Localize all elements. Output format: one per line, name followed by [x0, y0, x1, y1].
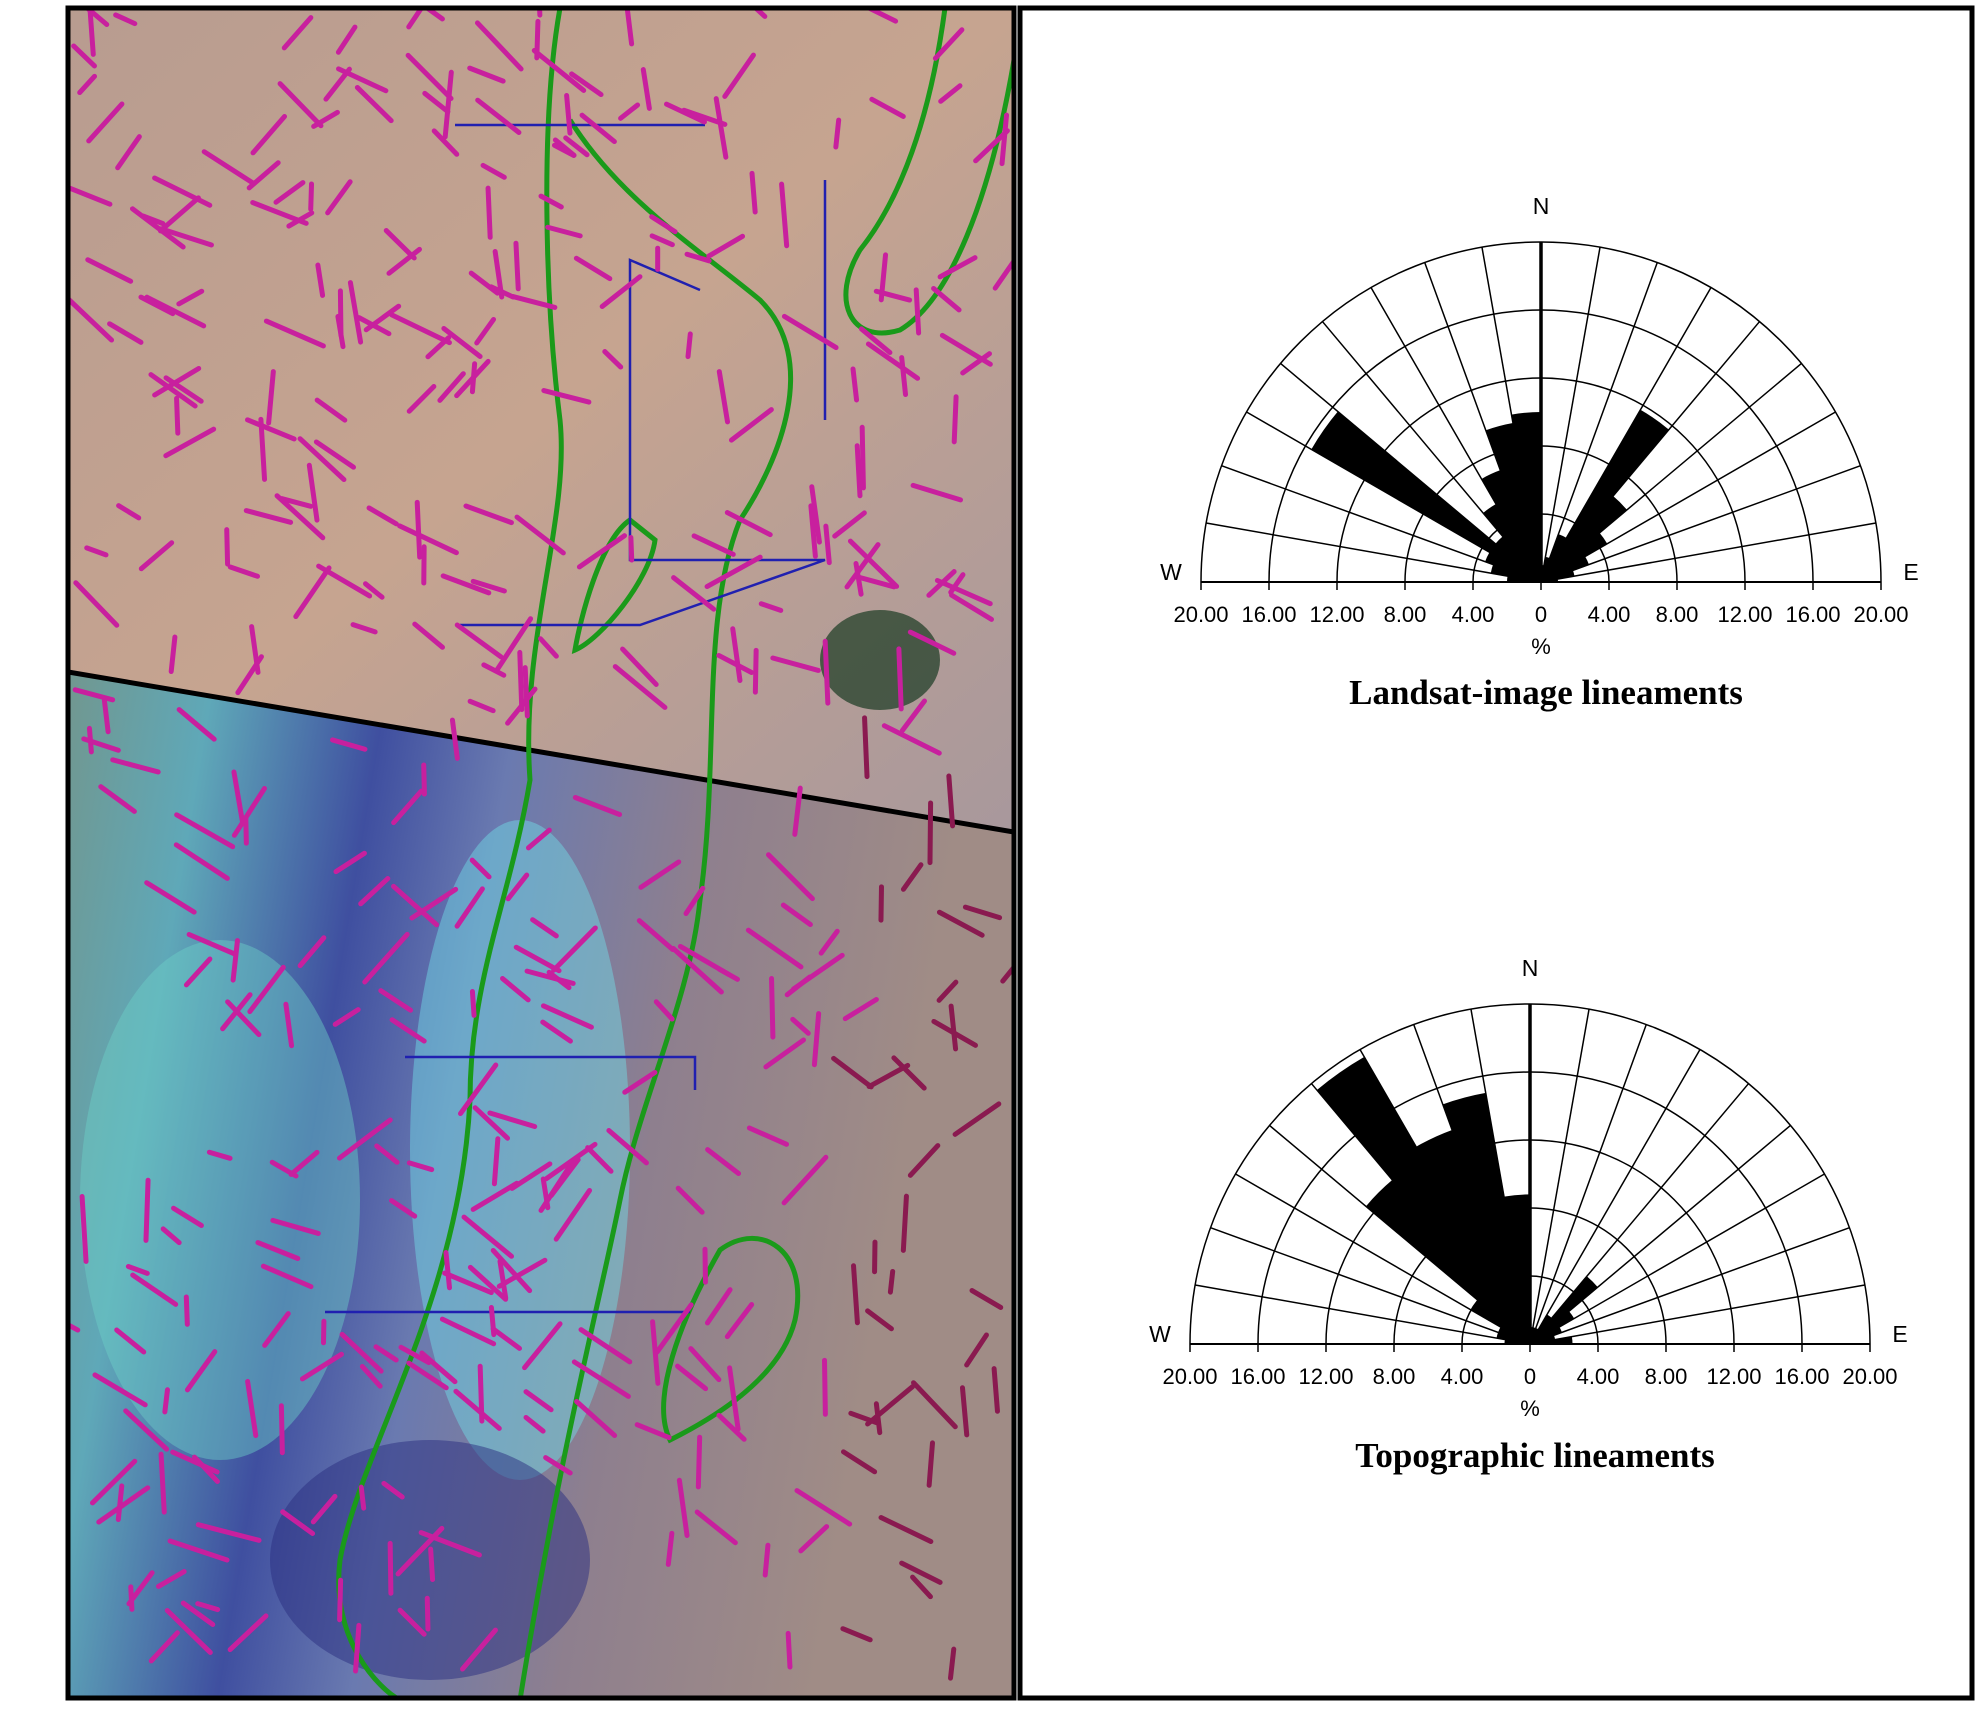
- lineament: [772, 979, 773, 1038]
- lineament: [752, 173, 755, 212]
- tick-label: 8.00: [1373, 1364, 1416, 1389]
- lineament: [520, 652, 522, 709]
- tick-label: 8.00: [1384, 602, 1427, 627]
- lineament: [825, 1360, 826, 1414]
- lineament: [427, 1598, 428, 1629]
- lineament: [899, 649, 901, 709]
- cyan-patch: [410, 820, 630, 1480]
- cyan-patch: [80, 940, 360, 1460]
- lineament: [118, 1486, 121, 1520]
- tick-label: 16.00: [1774, 1364, 1829, 1389]
- lineament: [161, 1454, 164, 1512]
- lineament: [857, 446, 860, 496]
- lineament: [525, 668, 527, 716]
- tick-label: 0: [1535, 602, 1547, 627]
- lineament: [826, 526, 829, 562]
- lineament: [480, 1366, 482, 1421]
- tick-label: 12.00: [1298, 1364, 1353, 1389]
- tick-label: 12.00: [1309, 602, 1364, 627]
- lineament: [227, 530, 228, 564]
- east-label: E: [1892, 1321, 1907, 1347]
- lineament: [954, 397, 956, 442]
- tick-label: 8.00: [1645, 1364, 1688, 1389]
- lineament: [876, 1404, 879, 1433]
- tick-label: 4.00: [1577, 1364, 1620, 1389]
- tick-label: 12.00: [1717, 602, 1772, 627]
- lineament: [881, 887, 882, 920]
- satellite-image: [51, 0, 1031, 1700]
- lineament: [186, 1297, 187, 1324]
- lineament: [929, 1443, 932, 1485]
- lineament: [688, 334, 690, 357]
- tick-label: 16.00: [1785, 602, 1840, 627]
- lineament: [853, 369, 857, 400]
- lineament: [390, 1543, 391, 1593]
- lineament: [424, 765, 425, 794]
- chart-title: Topographic lineaments: [1355, 1436, 1714, 1475]
- west-label: W: [1160, 559, 1182, 585]
- tick-label: 20.00: [1173, 602, 1228, 627]
- lineament: [755, 650, 756, 692]
- lineament: [446, 1253, 450, 1288]
- lineament: [340, 291, 341, 335]
- lineament: [668, 1533, 672, 1564]
- lineament: [246, 819, 247, 844]
- lineament: [431, 1549, 433, 1579]
- tick-label: 4.00: [1588, 602, 1631, 627]
- rose-chart: 0 4.00 4.00 8.00 8.00 12.00 12.00 16.00 16.00 20.…: [1149, 955, 1908, 1475]
- lineament: [994, 1369, 997, 1412]
- lineament: [631, 537, 632, 560]
- lineament: [311, 184, 312, 209]
- east-label: E: [1903, 559, 1918, 585]
- lineament: [494, 1139, 497, 1184]
- tick-label: 16.00: [1230, 1364, 1285, 1389]
- tick-label: 4.00: [1452, 602, 1495, 627]
- chart-title: Landsat-image lineaments: [1349, 673, 1743, 712]
- lineament: [862, 427, 863, 488]
- tick-label: 12.00: [1706, 1364, 1761, 1389]
- lineament: [472, 991, 474, 1015]
- lineament: [765, 1545, 768, 1575]
- lineament: [281, 1406, 282, 1453]
- lineament: [916, 290, 918, 333]
- rose-diagrams: 0 4.00 4.00 8.00 8.00 12.00 12.00 16.00 16.00 20.…: [1149, 193, 1919, 1475]
- tick-label: 0: [1524, 1364, 1536, 1389]
- axis-label: %: [1520, 1396, 1540, 1421]
- north-label: N: [1533, 193, 1550, 219]
- lineament: [340, 1580, 341, 1620]
- tick-label: 4.00: [1441, 1364, 1484, 1389]
- lineament: [567, 96, 570, 134]
- lineament: [361, 1487, 363, 1508]
- lineament: [177, 398, 178, 433]
- lineament: [488, 188, 490, 237]
- lineament: [516, 243, 518, 289]
- axis-label: %: [1531, 634, 1551, 659]
- lineament: [417, 502, 419, 557]
- lineament: [903, 1196, 906, 1250]
- tick-label: 20.00: [1162, 1364, 1217, 1389]
- west-label: W: [1149, 1321, 1171, 1347]
- tick-label: 8.00: [1656, 602, 1699, 627]
- lineament: [788, 1633, 790, 1667]
- lineament: [472, 364, 474, 392]
- lineament: [698, 1437, 699, 1487]
- north-label: N: [1522, 955, 1539, 981]
- lineament: [950, 1649, 953, 1678]
- lineament: [825, 641, 828, 703]
- rose-chart: 0 4.00 4.00 8.00 8.00 12.00 12.00 16.00 16.00 20.…: [1160, 193, 1919, 712]
- tick-label: 20.00: [1853, 602, 1908, 627]
- lineament: [356, 1625, 359, 1671]
- tick-label: 20.00: [1842, 1364, 1897, 1389]
- lineament: [865, 718, 867, 777]
- dark-patch: [820, 610, 940, 710]
- lineament: [165, 1390, 168, 1412]
- lineament: [930, 803, 931, 863]
- tick-label: 16.00: [1241, 602, 1296, 627]
- lineament: [890, 1271, 892, 1292]
- lineament: [836, 120, 839, 147]
- lineament: [146, 1180, 148, 1240]
